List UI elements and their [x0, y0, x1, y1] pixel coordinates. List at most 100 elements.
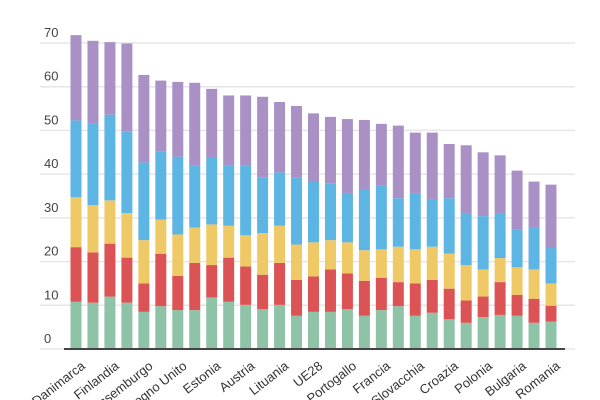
bar-segment-2	[172, 234, 184, 276]
bar-segment-3	[189, 165, 201, 228]
bar-segment-1	[494, 282, 506, 315]
bar-segment-2	[240, 235, 252, 267]
bar-stack	[206, 88, 218, 349]
bar-segment-4	[392, 125, 404, 199]
bar-segment-4	[257, 96, 269, 178]
bar-segment-4	[274, 102, 286, 173]
bar-segment-3	[511, 229, 523, 268]
bar-segment-3	[324, 183, 336, 241]
bar-stack	[308, 113, 319, 349]
bar-stack	[155, 80, 167, 349]
bar-segment-1	[104, 243, 116, 297]
bar-segment-0	[70, 301, 82, 349]
bar-segment-2	[155, 219, 167, 254]
bar-segment-3	[341, 192, 353, 243]
bar-segment-2	[138, 240, 150, 284]
bar-segment-1	[70, 247, 82, 302]
bar-stack	[138, 74, 150, 349]
bar-segment-3	[308, 182, 319, 243]
bar-segment-2	[189, 227, 201, 263]
bar-segment-0	[443, 319, 455, 349]
y-axis-ticks: 0 10 20 30 40 50 60 70	[44, 25, 58, 346]
bar-segment-3	[443, 198, 455, 254]
bar-segment-4	[358, 119, 370, 190]
y-tick-label: 40	[44, 156, 58, 171]
y-tick-label: 60	[44, 69, 58, 84]
bar-segment-2	[358, 250, 370, 281]
bars	[70, 35, 557, 349]
bar-segment-3	[206, 157, 218, 225]
bar-segment-0	[223, 301, 235, 349]
bar-segment-2	[443, 253, 455, 289]
bar-segment-3	[223, 165, 235, 226]
bar-stack	[189, 82, 201, 349]
bar-segment-2	[460, 265, 472, 301]
bar-segment-2	[87, 205, 99, 253]
bar-segment-1	[87, 252, 99, 303]
bar-stack	[409, 132, 421, 349]
bar-segment-2	[257, 233, 269, 275]
bar-segment-1	[189, 262, 201, 311]
bar-segment-0	[426, 312, 438, 349]
bar-stack	[375, 123, 387, 349]
bar-segment-2	[426, 246, 438, 280]
bar-segment-2	[477, 269, 489, 297]
bar-segment-4	[189, 82, 201, 166]
bar-segment-4	[87, 40, 99, 124]
bar-segment-4	[291, 105, 303, 178]
bar-segment-3	[477, 216, 489, 270]
bar-segment-3	[375, 185, 387, 250]
y-tick-label: 20	[44, 244, 58, 259]
bar-segment-1	[358, 280, 370, 316]
bar-segment-3	[409, 192, 421, 250]
bar-segment-2	[121, 213, 133, 258]
bar-segment-1	[308, 276, 319, 312]
bar-stack	[104, 42, 116, 349]
bar-segment-3	[240, 165, 252, 236]
bar-segment-2	[223, 225, 235, 258]
bar-segment-1	[223, 257, 235, 302]
bar-segment-4	[477, 152, 489, 217]
bar-segment-2	[375, 249, 387, 278]
bar-segment-0	[206, 297, 218, 349]
bar-stack	[324, 116, 336, 349]
bar-segment-0	[274, 304, 286, 349]
bar-segment-4	[409, 132, 421, 193]
bar-segment-1	[460, 300, 472, 323]
bar-segment-2	[291, 244, 303, 280]
bar-stack	[460, 145, 472, 349]
bar-segment-4	[341, 119, 353, 193]
bar-segment-1	[206, 265, 218, 298]
bar-segment-4	[223, 95, 235, 166]
bar-segment-3	[528, 227, 540, 270]
bar-segment-0	[375, 310, 387, 349]
bar-segment-0	[545, 321, 557, 349]
bar-segment-1	[443, 288, 455, 320]
bar-segment-2	[511, 267, 523, 295]
bar-segment-1	[375, 277, 387, 311]
bar-segment-4	[545, 184, 557, 249]
bar-segment-1	[172, 275, 184, 311]
bar-segment-1	[257, 274, 269, 310]
bar-segment-4	[528, 181, 540, 228]
bar-segment-2	[308, 242, 319, 277]
bar-stack	[70, 35, 82, 349]
bar-segment-3	[121, 131, 133, 214]
bar-segment-4	[240, 95, 252, 166]
bar-stack	[443, 143, 455, 349]
bar-segment-1	[392, 282, 404, 307]
bar-segment-1	[291, 279, 303, 316]
bar-segment-0	[172, 310, 184, 349]
bar-segment-4	[104, 42, 116, 115]
bar-segment-2	[528, 269, 540, 299]
bar-segment-0	[358, 315, 370, 349]
bar-stack	[528, 181, 540, 349]
bar-segment-3	[172, 156, 184, 235]
y-tick-label: 0	[44, 331, 51, 346]
bar-segment-0	[189, 310, 201, 349]
bar-segment-3	[426, 199, 438, 247]
bar-segment-4	[511, 170, 523, 230]
bar-segment-0	[494, 314, 506, 349]
bar-segment-2	[274, 225, 286, 263]
bar-segment-1	[155, 253, 167, 307]
